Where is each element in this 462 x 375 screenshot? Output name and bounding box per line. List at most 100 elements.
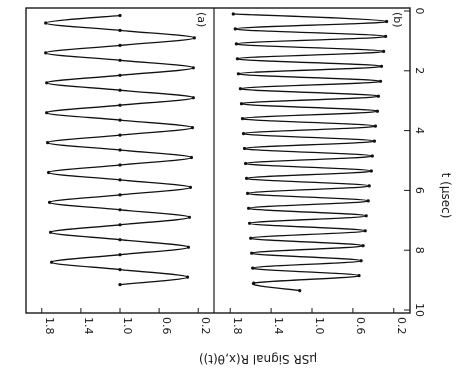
panel-a-data-point — [118, 28, 122, 32]
panel-b: (b) 0.2 0.6 1.0 1.4 1.8 — [229, 12, 408, 335]
panel-b-data-point — [373, 124, 377, 128]
panel-b-data-point — [298, 289, 302, 293]
panel-b-data-point — [242, 146, 247, 151]
x-tick-label: 0 — [413, 8, 426, 15]
panel-a-y-tick-label: 0.2 — [199, 317, 212, 335]
panel-b-points — [231, 12, 389, 293]
panel-b-data-point — [376, 94, 380, 98]
panel-a: (a) 0.2 0.6 1.0 1.4 1.8 — [41, 12, 212, 335]
panel-a-data-point — [47, 170, 51, 175]
panel-a-data-point — [45, 81, 49, 85]
panel-b-data-point — [244, 161, 248, 166]
panel-a-data-point — [118, 58, 122, 62]
panel-b-data-point — [378, 79, 383, 83]
panel-b-data-point — [248, 221, 252, 225]
panel-a-data-point — [118, 103, 122, 107]
panel-a-data-point — [187, 215, 191, 219]
y-axis-label: μSR Signal R(x,θ(t)) — [199, 352, 317, 366]
panel-b-data-point — [247, 206, 251, 210]
panel-a-y-tick-label: 1.0 — [121, 317, 134, 335]
panel-b-y-tick-label: 1.4 — [272, 317, 285, 335]
panel-a-data-point — [186, 245, 190, 249]
panel-a-y-ticks: 0.2 0.6 1.0 1.4 1.8 — [41, 308, 212, 335]
panel-a-data-point — [191, 96, 195, 100]
panel-a-data-point — [118, 178, 122, 182]
panel-a-data-point — [118, 118, 122, 122]
panel-b-data-point — [382, 49, 386, 54]
plot-frame — [25, 7, 411, 314]
panel-b-data-point — [238, 87, 242, 91]
x-tick-label: 6 — [413, 187, 426, 194]
x-ticks: 0 2 4 6 8 10 — [404, 8, 426, 317]
x-axis-label: t (μsec) — [439, 173, 453, 219]
panel-b-data-point — [240, 117, 245, 121]
panel-b-y-ticks: 0.2 0.6 1.0 1.4 1.8 — [229, 308, 408, 335]
panel-a-data-point — [191, 66, 195, 70]
x-tick-label: 10 — [413, 303, 426, 317]
panel-a-data-point — [118, 43, 122, 48]
panel-a-data-point — [50, 260, 54, 264]
panel-b-y-tick-label: 0.6 — [354, 317, 367, 335]
panel-a-data-point — [118, 238, 122, 242]
panel-b-data-point — [379, 64, 384, 68]
panel-a-data-point — [118, 73, 122, 77]
panel-b-label: (b) — [391, 12, 404, 28]
panel-a-data-point — [118, 148, 122, 152]
panel-b-data-point — [231, 12, 235, 16]
panel-a-y-tick-label: 1.4 — [82, 317, 95, 335]
panel-a-points — [44, 13, 196, 287]
panel-b-data-point — [246, 191, 250, 195]
panel-a-data-point — [192, 36, 196, 40]
panel-b-y-tick-label: 0.2 — [395, 317, 408, 335]
panel-b-data-point — [245, 176, 249, 180]
x-tick-label: 8 — [413, 247, 426, 254]
panel-b-data-point — [235, 57, 239, 61]
panel-b-data-point — [239, 102, 244, 106]
panel-b-data-point — [375, 109, 379, 113]
plot-area: (a) 0.20.61.01.41.8 (b) 0.20.61.01.41.8 … — [25, 7, 426, 335]
panel-a-data-point — [185, 275, 190, 279]
panel-b-data-point — [249, 236, 253, 240]
panel-a-data-point — [188, 185, 192, 189]
panel-a-data-point — [118, 13, 122, 18]
panel-a-data-point — [44, 51, 48, 55]
panel-a-data-point — [190, 126, 194, 130]
panel-b-data-point — [366, 199, 370, 203]
panel-b-data-point — [234, 42, 238, 46]
panel-b-data-point — [370, 154, 374, 158]
panel-b-data-point — [357, 274, 361, 278]
x-tick-label: 2 — [413, 67, 426, 74]
panel-a-data-point — [118, 223, 122, 227]
panel-b-data-point — [385, 19, 389, 24]
panel-a-data-point — [48, 200, 52, 204]
panel-b-data-point — [364, 214, 368, 218]
panel-a-data-point — [45, 111, 49, 115]
panel-b-data-point — [241, 132, 246, 136]
panel-a-data-point — [44, 21, 48, 25]
panel-a-data-point — [46, 141, 50, 145]
panel-b-y-tick-label: 1.0 — [313, 317, 326, 335]
panel-b-data-point — [251, 266, 255, 270]
panel-a-data-point — [118, 283, 122, 287]
panel-a-data-point — [118, 268, 122, 272]
panel-b-data-point — [233, 27, 237, 31]
panel-b-series-line — [233, 13, 388, 292]
panel-b-y-tick-label: 1.8 — [231, 317, 244, 335]
x-tick-label: 4 — [413, 127, 426, 134]
panel-b-data-point — [359, 259, 363, 263]
panel-a-data-point — [118, 163, 122, 167]
panel-a-data-point — [118, 133, 122, 137]
panel-a-data-point — [118, 193, 122, 197]
panel-a-data-point — [118, 88, 122, 92]
panel-a-data-point — [118, 208, 122, 212]
panel-a-y-tick-label: 1.8 — [43, 317, 56, 335]
panel-a-data-point — [189, 155, 193, 160]
panel-b-data-point — [372, 139, 376, 143]
panel-b-data-point — [236, 72, 240, 76]
panel-a-data-point — [118, 253, 122, 257]
panel-b-data-point — [361, 244, 365, 248]
panel-a-label: (a) — [195, 12, 208, 27]
panel-b-data-point — [367, 184, 371, 188]
panel-b-data-point — [384, 34, 388, 39]
